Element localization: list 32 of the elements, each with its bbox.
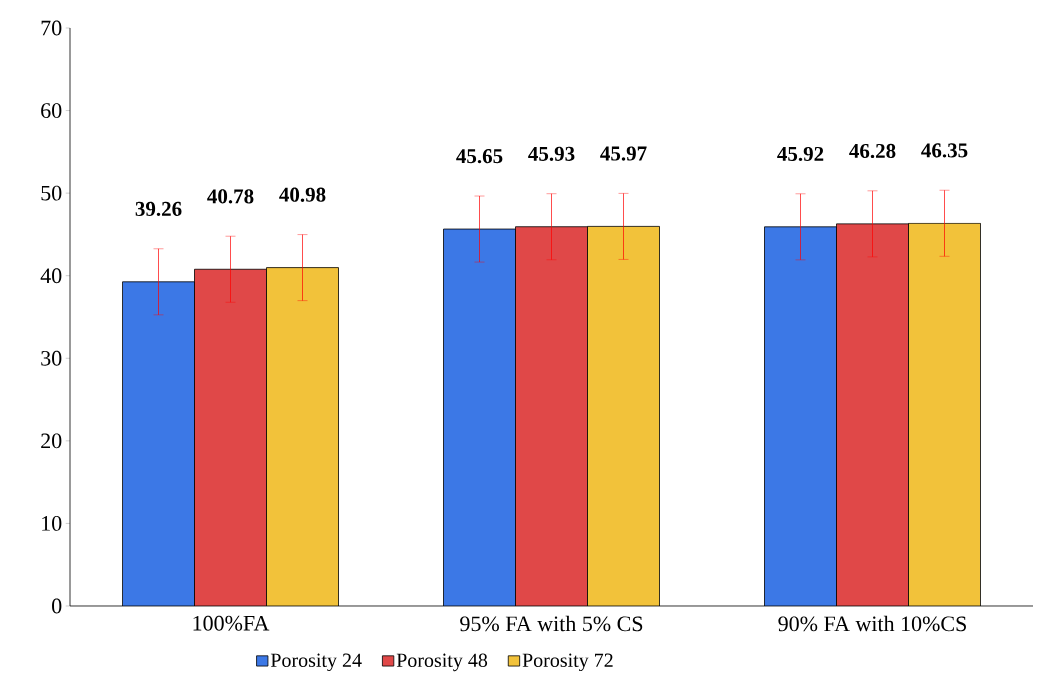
y-tick-label: 20 bbox=[41, 433, 62, 449]
data-label: 45.65 bbox=[456, 149, 503, 164]
y-tick-label: 0 bbox=[52, 598, 62, 614]
bar bbox=[836, 223, 909, 606]
bar bbox=[764, 226, 837, 606]
data-label: 40.78 bbox=[207, 189, 254, 204]
y-tick-label: 50 bbox=[41, 185, 62, 201]
y-tick-label: 40 bbox=[40, 268, 62, 284]
bar bbox=[122, 281, 195, 606]
x-tick-label: 95% FA with 5% CS bbox=[460, 615, 643, 632]
y-tick-label: 60 bbox=[41, 103, 62, 118]
data-label: 45.97 bbox=[600, 146, 647, 161]
x-tick-label: 90% FA with 10%CS bbox=[778, 615, 966, 632]
legend-label: Porosity 48 bbox=[396, 653, 488, 672]
data-label: 45.92 bbox=[777, 146, 824, 162]
x-tick-label: 100%FA bbox=[193, 615, 270, 631]
legend-label: Porosity 24 bbox=[270, 653, 362, 672]
bar bbox=[587, 226, 660, 606]
bar bbox=[266, 267, 339, 606]
bar bbox=[194, 269, 267, 606]
data-label: 46.28 bbox=[849, 143, 896, 159]
data-label: 39.26 bbox=[135, 201, 182, 217]
y-tick-label: 10 bbox=[42, 515, 62, 531]
y-tick-label: 70 bbox=[41, 20, 62, 36]
y-tick-label: 30 bbox=[41, 350, 62, 366]
bar bbox=[908, 222, 981, 606]
legend-label: Porosity 72 bbox=[522, 653, 613, 672]
data-label: 45.93 bbox=[528, 146, 575, 161]
bar bbox=[443, 229, 516, 606]
bar bbox=[515, 226, 588, 606]
data-label: 46.35 bbox=[921, 143, 968, 158]
data-label: 40.98 bbox=[279, 187, 326, 202]
